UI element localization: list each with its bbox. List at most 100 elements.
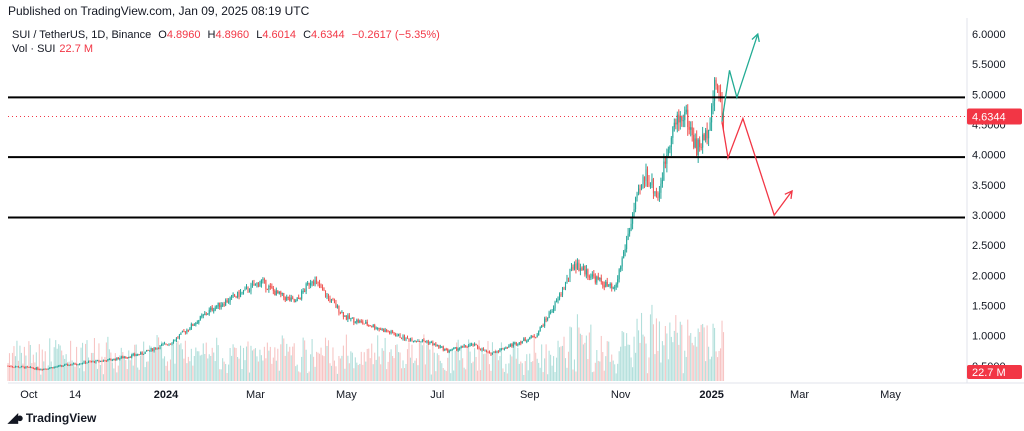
candle-body: [658, 192, 660, 198]
candle-body: [484, 350, 486, 352]
candle-body: [588, 276, 590, 278]
volume-bar: [225, 364, 227, 381]
volume-bar: [117, 365, 119, 381]
candle-body: [307, 282, 309, 284]
candle-body: [280, 291, 282, 295]
volume-bar: [202, 343, 204, 381]
candle-body: [557, 299, 559, 301]
candle-body: [8, 365, 11, 367]
candle-body: [359, 320, 361, 323]
volume-bar: [244, 360, 246, 381]
candle-body: [174, 340, 176, 342]
candle-body: [719, 92, 722, 100]
candle-body: [67, 364, 69, 366]
candle-body: [235, 296, 237, 298]
volume-bar: [269, 346, 271, 381]
volume-bar: [333, 360, 335, 381]
candle-body: [247, 287, 249, 292]
volume-bar: [324, 337, 327, 381]
volume-bar: [345, 334, 347, 381]
candle-body: [614, 287, 616, 289]
candle-body: [548, 312, 550, 318]
volume-bar: [684, 350, 686, 381]
volume-bar: [556, 357, 558, 381]
volume-bar: [184, 340, 186, 381]
volume-bar: [709, 359, 711, 381]
volume-bar: [213, 352, 215, 381]
volume-bar: [681, 324, 683, 381]
candle-body: [602, 281, 604, 286]
volume-bar: [702, 323, 704, 381]
candle-body: [417, 340, 419, 342]
candle-body: [418, 340, 420, 342]
volume-bar: [214, 361, 216, 381]
volume-bar: [162, 358, 164, 381]
volume-bar: [292, 346, 294, 381]
candle-body: [551, 311, 553, 313]
candle-body: [509, 344, 511, 346]
candle-body: [600, 277, 602, 282]
volume-bar: [600, 335, 602, 381]
volume-bar: [405, 363, 407, 381]
volume-bar: [125, 360, 127, 381]
volume-bar: [16, 340, 18, 381]
volume-bar: [211, 347, 213, 381]
volume-bar: [122, 352, 124, 381]
x-tick-label: Oct: [20, 389, 37, 401]
volume-bar: [192, 365, 194, 381]
candle-body: [380, 329, 382, 331]
x-tick-label: Mar: [246, 389, 265, 401]
volume-bar: [608, 341, 610, 381]
candle-body: [694, 138, 696, 148]
candle-body: [685, 109, 687, 113]
volume-bar: [275, 360, 277, 381]
volume-bar: [359, 363, 361, 381]
volume-bar: [651, 304, 653, 381]
candle-body: [596, 276, 598, 283]
candle-body: [657, 196, 659, 198]
volume-bar: [479, 370, 482, 381]
volume-bar: [187, 356, 189, 381]
candle-body: [666, 154, 668, 164]
volume-bar: [56, 348, 58, 381]
volume-bar: [721, 320, 723, 381]
candle-body: [263, 279, 265, 281]
volume-bar: [465, 369, 467, 381]
volume-bar: [691, 342, 693, 381]
volume-bar: [165, 365, 167, 381]
candle-body: [538, 331, 540, 336]
volume-bar: [280, 344, 282, 381]
candle-body: [339, 312, 341, 314]
volume-bar: [90, 352, 93, 381]
volume-bar: [338, 355, 340, 381]
volume-bar: [44, 351, 46, 381]
y-tick-label: 1.0000: [972, 331, 1006, 343]
volume-bar: [181, 349, 183, 381]
candle-body: [223, 304, 225, 306]
volume-bar: [603, 370, 605, 381]
volume-bar: [175, 342, 177, 381]
volume-bar: [509, 354, 511, 381]
candle-body: [642, 177, 644, 185]
volume-bar: [658, 321, 660, 381]
candle-body: [558, 294, 561, 300]
volume-bar: [158, 337, 160, 381]
candle-body: [220, 305, 222, 308]
candle-body: [317, 281, 319, 284]
candle-body: [283, 292, 285, 298]
volume-label: Vol · SUI: [12, 43, 56, 55]
volume-bar: [576, 314, 578, 381]
candle-body: [433, 343, 435, 346]
volume-bar: [222, 358, 224, 381]
volume-value: 22.7 M: [59, 43, 94, 55]
candle-body: [254, 283, 256, 286]
volume-bar: [260, 355, 262, 381]
candle-body: [708, 129, 710, 139]
symbol-name[interactable]: SUI / TetherUS, 1D, Binance: [12, 29, 152, 41]
volume-bar: [718, 350, 720, 381]
candle-body: [454, 347, 456, 349]
volume-bar: [712, 323, 714, 381]
tradingview-brand[interactable]: ◢● TradingView: [8, 410, 96, 426]
candle-body: [335, 302, 337, 308]
